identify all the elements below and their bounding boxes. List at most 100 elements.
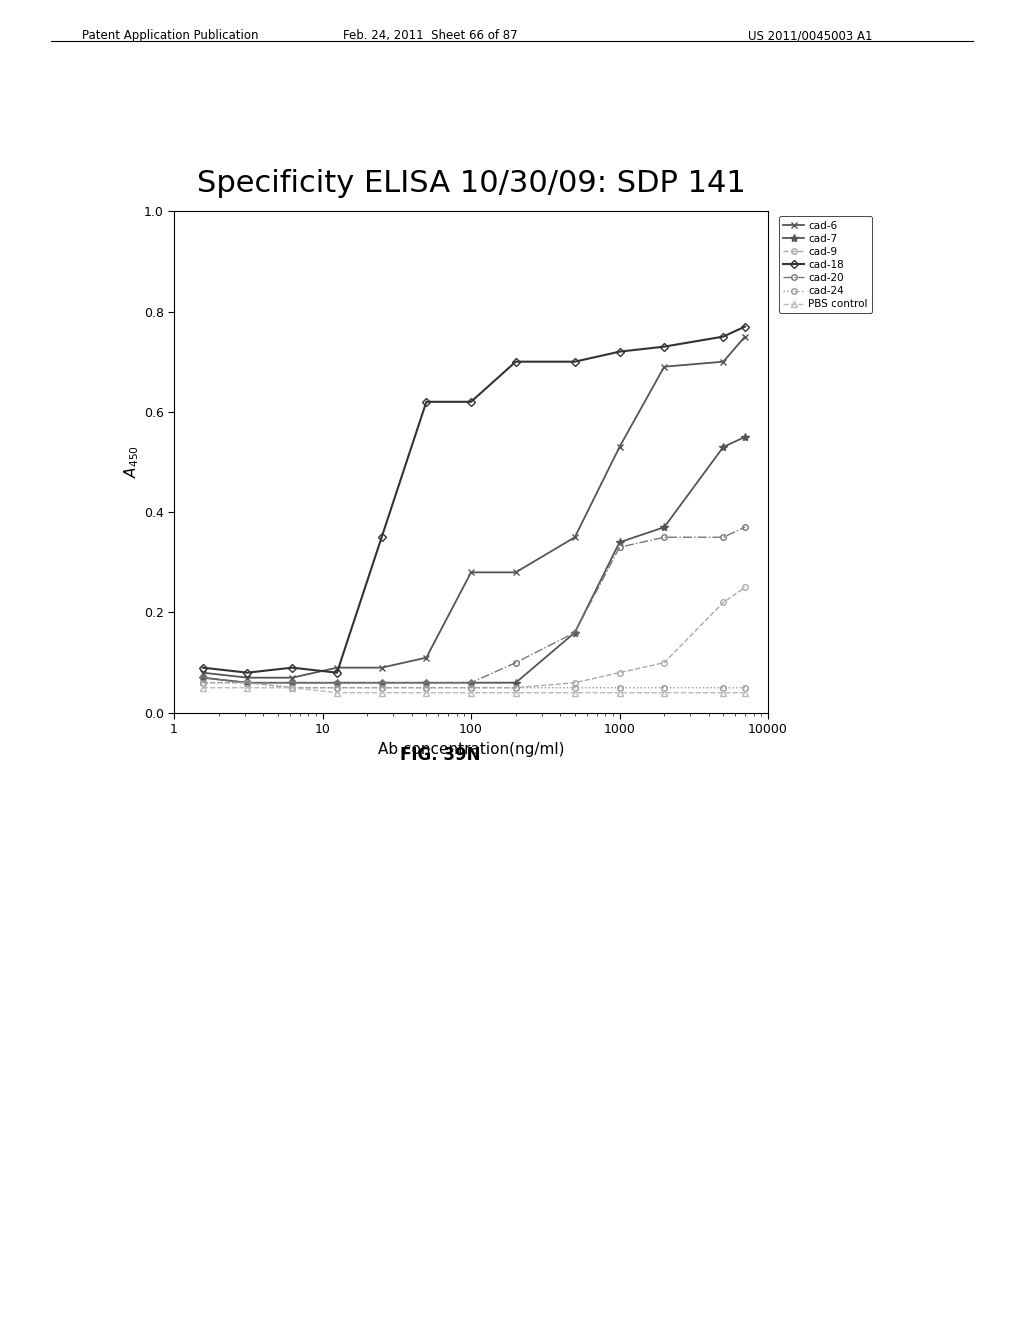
cad-9 — [197, 675, 209, 690]
cad-20 — [242, 675, 254, 690]
cad-7 — [510, 675, 522, 690]
cad-20 — [739, 519, 752, 535]
cad-6 — [242, 669, 254, 685]
cad-6 — [717, 354, 729, 370]
PBS control — [376, 685, 388, 701]
PBS control — [420, 685, 432, 701]
cad-9 — [465, 680, 477, 696]
cad-7 — [717, 440, 729, 455]
cad-20 — [510, 655, 522, 671]
cad-6 — [197, 665, 209, 681]
cad-24 — [739, 680, 752, 696]
cad-9 — [658, 655, 671, 671]
PBS control — [739, 685, 752, 701]
cad-20 — [420, 675, 432, 690]
cad-18 — [242, 665, 254, 681]
cad-24 — [331, 680, 343, 696]
Title: Specificity ELISA 10/30/09: SDP 141: Specificity ELISA 10/30/09: SDP 141 — [197, 169, 745, 198]
Legend: cad-6, cad-7, cad-9, cad-18, cad-20, cad-24, PBS control: cad-6, cad-7, cad-9, cad-18, cad-20, cad… — [779, 216, 872, 313]
cad-24 — [197, 675, 209, 690]
cad-6 — [331, 660, 343, 676]
PBS control — [197, 680, 209, 696]
cad-18 — [717, 329, 729, 345]
cad-20 — [717, 529, 729, 545]
cad-9 — [613, 665, 626, 681]
cad-24 — [242, 675, 254, 690]
cad-9 — [420, 680, 432, 696]
cad-7 — [197, 669, 209, 685]
Line: cad-7: cad-7 — [199, 433, 750, 686]
cad-24 — [717, 680, 729, 696]
cad-18 — [613, 343, 626, 359]
PBS control — [465, 685, 477, 701]
cad-7 — [568, 624, 581, 640]
PBS control — [568, 685, 581, 701]
PBS control — [658, 685, 671, 701]
cad-20 — [331, 675, 343, 690]
cad-9 — [717, 594, 729, 610]
cad-7 — [613, 535, 626, 550]
cad-6 — [376, 660, 388, 676]
Text: Feb. 24, 2011  Sheet 66 of 87: Feb. 24, 2011 Sheet 66 of 87 — [343, 29, 517, 42]
cad-9 — [739, 579, 752, 595]
cad-6 — [420, 649, 432, 665]
Text: Patent Application Publication: Patent Application Publication — [82, 29, 258, 42]
Line: PBS control: PBS control — [200, 684, 749, 696]
Line: cad-9: cad-9 — [200, 585, 748, 690]
Line: cad-24: cad-24 — [200, 680, 748, 690]
cad-6 — [739, 329, 752, 345]
cad-7 — [242, 675, 254, 690]
PBS control — [331, 685, 343, 701]
PBS control — [242, 680, 254, 696]
cad-20 — [658, 529, 671, 545]
cad-24 — [510, 680, 522, 696]
cad-18 — [658, 339, 671, 355]
PBS control — [510, 685, 522, 701]
cad-7 — [739, 429, 752, 445]
cad-20 — [376, 675, 388, 690]
cad-9 — [510, 680, 522, 696]
cad-18 — [331, 665, 343, 681]
cad-18 — [197, 660, 209, 676]
cad-7 — [286, 675, 298, 690]
cad-7 — [420, 675, 432, 690]
Line: cad-18: cad-18 — [200, 323, 748, 676]
cad-6 — [510, 565, 522, 581]
PBS control — [717, 685, 729, 701]
X-axis label: Ab concentration(ng/ml): Ab concentration(ng/ml) — [378, 742, 564, 756]
cad-24 — [658, 680, 671, 696]
cad-18 — [420, 393, 432, 409]
cad-24 — [420, 680, 432, 696]
Y-axis label: $A_{450}$: $A_{450}$ — [122, 446, 141, 478]
cad-7 — [465, 675, 477, 690]
cad-6 — [568, 529, 581, 545]
cad-20 — [197, 669, 209, 685]
cad-9 — [376, 680, 388, 696]
cad-24 — [613, 680, 626, 696]
cad-20 — [286, 675, 298, 690]
Text: FIG. 39N: FIG. 39N — [400, 746, 480, 764]
cad-18 — [568, 354, 581, 370]
cad-6 — [465, 565, 477, 581]
Line: cad-6: cad-6 — [200, 333, 749, 681]
cad-6 — [658, 359, 671, 375]
cad-9 — [286, 680, 298, 696]
PBS control — [286, 680, 298, 696]
cad-20 — [465, 675, 477, 690]
cad-18 — [465, 393, 477, 409]
cad-24 — [465, 680, 477, 696]
PBS control — [613, 685, 626, 701]
cad-9 — [568, 675, 581, 690]
cad-24 — [568, 680, 581, 696]
cad-6 — [613, 440, 626, 455]
Text: US 2011/0045003 A1: US 2011/0045003 A1 — [748, 29, 872, 42]
cad-20 — [568, 624, 581, 640]
cad-18 — [286, 660, 298, 676]
cad-24 — [286, 680, 298, 696]
cad-9 — [242, 675, 254, 690]
cad-7 — [376, 675, 388, 690]
cad-24 — [376, 680, 388, 696]
cad-20 — [613, 540, 626, 556]
cad-7 — [331, 675, 343, 690]
cad-7 — [658, 519, 671, 535]
